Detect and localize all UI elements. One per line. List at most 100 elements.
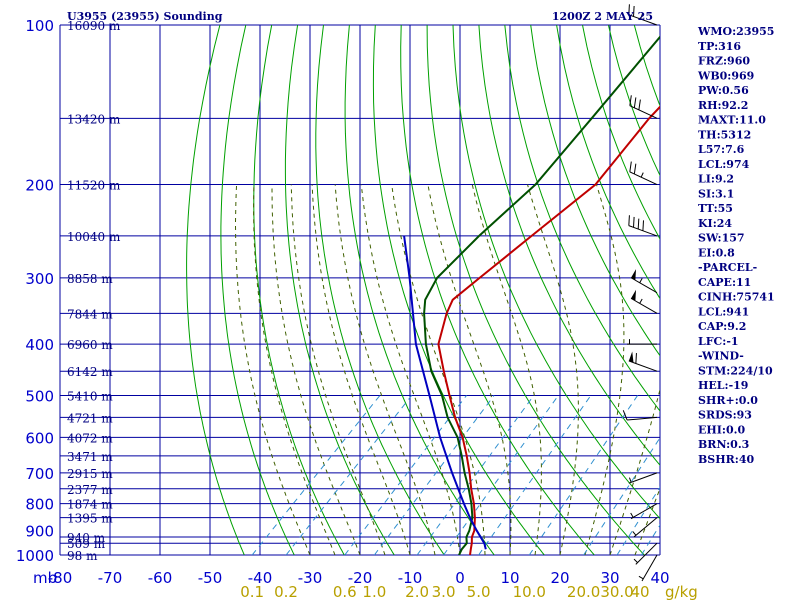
- index-item: EI:0.8: [698, 246, 735, 259]
- mixing-ratio-label: 0.1: [240, 583, 264, 600]
- mixing-ratio-label: 5.0: [467, 583, 491, 600]
- index-item: BRN:0.3: [698, 438, 749, 451]
- wind-barb-feather: [643, 220, 644, 230]
- height-label: 4721 m: [67, 411, 113, 425]
- pressure-tick-label: 500: [25, 387, 54, 405]
- index-item: CINH:75741: [698, 291, 775, 304]
- moist-adiabat-line: [428, 185, 511, 556]
- mixing-ratio-label: 2.0: [405, 583, 429, 600]
- wind-barb-feather: [629, 215, 630, 225]
- pressure-tick-label: 200: [25, 177, 54, 195]
- index-item: WMO:23955: [697, 25, 774, 38]
- mixing-ratio-label: 10.0: [513, 583, 546, 600]
- height-label: 5410 m: [67, 389, 113, 403]
- index-item: HEL:-19: [698, 379, 748, 392]
- mixing-ratio-label: 20.0: [567, 583, 600, 600]
- height-label: 6960 m: [67, 338, 113, 352]
- moist-adiabat-line: [472, 185, 541, 556]
- wind-barb-staff: [631, 298, 657, 313]
- index-item: WB0:969: [697, 69, 754, 82]
- index-item: TH:5312: [698, 128, 751, 141]
- wind-barb-feather: [634, 164, 636, 174]
- pressure-tick-label: 600: [25, 429, 54, 447]
- height-label: 10040 m: [67, 230, 121, 244]
- wind-barb-pennant: [629, 352, 634, 363]
- wind-barb-half-feather: [639, 576, 643, 579]
- mixing-ratio-line: [252, 395, 380, 555]
- mixing-ratio-label: 40: [630, 583, 649, 600]
- pressure-tick-label: 700: [25, 465, 54, 483]
- wind-barb-staff: [631, 278, 657, 293]
- wind-barb-half-feather: [634, 559, 638, 563]
- height-label: 4072 m: [67, 431, 113, 445]
- mixing-ratio-label: 30.0: [600, 583, 633, 600]
- index-item: LCL:974: [698, 158, 750, 171]
- index-item: -PARCEL-: [698, 261, 757, 274]
- wind-barb-half-feather: [640, 278, 643, 282]
- pressure-tick-label: 400: [25, 336, 54, 354]
- height-label: 1874 m: [67, 498, 113, 512]
- wind-barb-feather: [636, 353, 637, 363]
- moist-adiabat-line: [528, 185, 579, 556]
- index-item: LCL:941: [698, 305, 749, 318]
- index-item: CAPE:11: [698, 276, 751, 289]
- height-label: 940 m: [67, 531, 106, 545]
- axis-labels: 1000900800700600500400300200100mb-80-70-…: [16, 17, 698, 600]
- index-item: SW:157: [698, 232, 745, 245]
- observation-time: 1200Z 2 MAY 25: [552, 10, 653, 23]
- height-label: 3471 m: [67, 450, 113, 464]
- dry-adiabat-line: [316, 25, 445, 555]
- wind-barbs: [623, 4, 657, 581]
- dry-adiabat-line: [373, 25, 544, 555]
- height-label: 2377 m: [67, 483, 113, 497]
- index-item: LFC:-1: [698, 335, 739, 348]
- index-item: SHR+:0.0: [698, 394, 758, 407]
- index-item: FRZ:960: [698, 55, 750, 68]
- temperature-tick-label: -30: [298, 569, 323, 587]
- moist-adiabat-line: [361, 185, 460, 556]
- wind-barb-half-feather: [631, 513, 634, 517]
- pressure-tick-label: 800: [25, 496, 54, 514]
- wind-barb-staff: [629, 473, 657, 483]
- moist-adiabat-line: [610, 185, 681, 556]
- height-label: 11520 m: [67, 179, 121, 193]
- sounding-profiles: [404, 25, 737, 555]
- temperature-tick-label: -70: [98, 569, 123, 587]
- wind-barb-half-feather: [633, 531, 636, 535]
- index-item: SI:3.1: [698, 187, 734, 200]
- index-item: MAXT:11.0: [698, 114, 766, 127]
- dry-adiabat-line: [790, 25, 800, 555]
- wind-barb-half-feather: [641, 173, 643, 178]
- stability-index-panel: WMO:23955TP:316FRZ:960WB0:969PW:0.56RH:9…: [697, 25, 775, 466]
- index-item: TP:316: [698, 40, 741, 53]
- index-item: RH:92.2: [698, 99, 748, 112]
- index-item: LI:9.2: [698, 173, 734, 186]
- mixing-ratio-label: 3.0: [432, 583, 456, 600]
- height-label: 8858 m: [67, 272, 113, 286]
- pressure-tick-label: 300: [25, 270, 54, 288]
- mixing-ratio-label: 1.0: [362, 583, 386, 600]
- height-label: 7844 m: [67, 307, 113, 321]
- moist-adiabat-line: [312, 185, 410, 556]
- mixing-ratio-label: 0.6: [333, 583, 357, 600]
- wind-barb-feather: [634, 217, 635, 227]
- wind-barb-feather: [638, 219, 639, 229]
- temperature-tick-label: -80: [48, 569, 73, 587]
- height-label: 13420 m: [67, 112, 121, 126]
- index-item: TT:55: [698, 202, 733, 215]
- index-item: CAP:9.2: [698, 320, 746, 333]
- dry-adiabat-line: [221, 25, 294, 555]
- wind-barb-feather: [634, 97, 636, 107]
- wind-barb-half-feather: [629, 478, 631, 483]
- temperature-profile: [438, 25, 737, 555]
- index-item: L57:7.6: [698, 143, 745, 156]
- index-item: KI:24: [698, 217, 732, 230]
- index-item: EHI:0.0: [698, 423, 745, 436]
- index-item: SRDS:93: [698, 409, 752, 422]
- height-label: 1395 m: [67, 512, 113, 526]
- mixing-ratio-unit: g/kg: [665, 583, 698, 600]
- height-label: 6142 m: [67, 365, 113, 379]
